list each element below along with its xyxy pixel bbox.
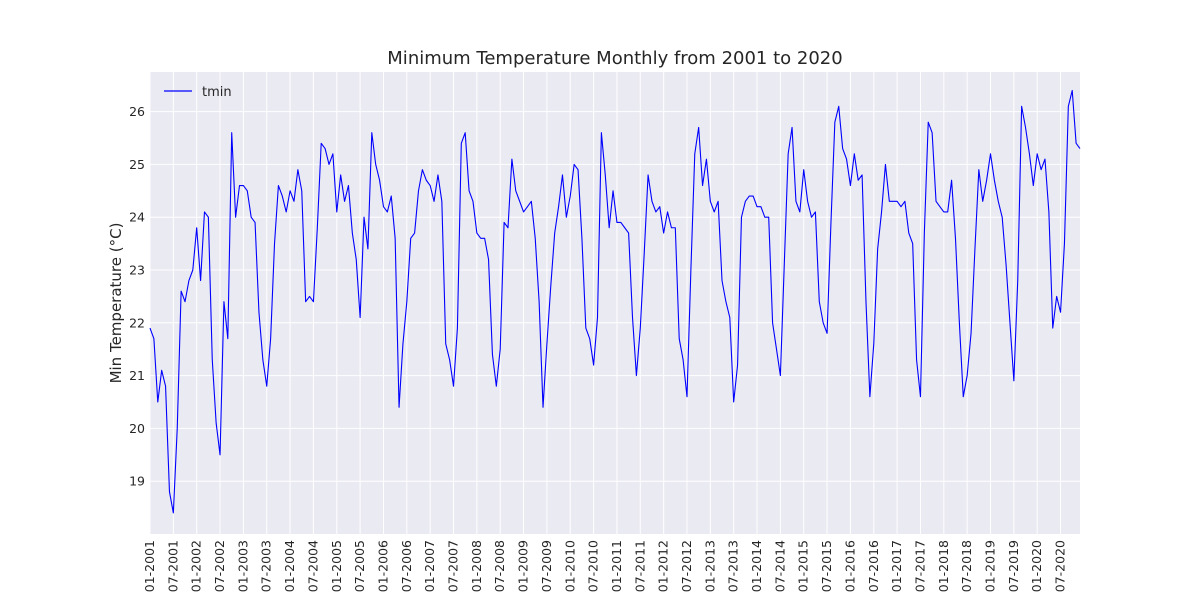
y-tick-labels: 19 20 21 22 23 24 25 26	[129, 104, 145, 489]
y-axis-label: Min Temperature (°C)	[107, 223, 125, 384]
x-tick-label: 01-2006	[375, 540, 390, 592]
x-tick-label: 07-2010	[586, 540, 601, 592]
x-tick-label: 07-2005	[352, 540, 367, 592]
series-layer	[149, 89, 1081, 514]
x-tick-label: 01-2017	[889, 540, 904, 592]
x-tick-label: 01-2011	[609, 540, 624, 592]
y-tick-label: 20	[129, 421, 145, 436]
x-tick-label: 07-2006	[399, 540, 414, 592]
y-gridlines	[150, 111, 1080, 482]
x-tick-label: 01-2007	[422, 540, 437, 592]
x-tick-label: 01-2001	[142, 540, 157, 592]
x-tick-label: 07-2007	[446, 540, 461, 592]
x-tick-label: 07-2020	[1053, 540, 1068, 592]
x-tick-label: 01-2019	[983, 540, 998, 592]
y-tick-label: 25	[129, 157, 145, 172]
x-tick-label: 07-2017	[912, 540, 927, 592]
x-tick-label: 07-2018	[959, 540, 974, 592]
plot-area	[150, 72, 1080, 534]
x-tick-label: 07-2012	[679, 540, 694, 592]
x-tick-label: 07-2002	[212, 540, 227, 592]
x-tick-label: 07-2014	[772, 540, 787, 592]
x-tick-label: 01-2003	[235, 540, 250, 592]
x-tick-label: 01-2009	[516, 540, 531, 592]
x-tick-label: 01-2012	[656, 540, 671, 592]
y-tick-label: 19	[129, 474, 145, 489]
y-tick-label: 22	[129, 315, 145, 330]
x-tick-label: 01-2016	[842, 540, 857, 592]
x-tick-label: 01-2010	[562, 540, 577, 592]
series-line-tmin	[149, 89, 1081, 514]
x-tick-label: 01-2013	[702, 540, 717, 592]
y-tick-label: 23	[129, 263, 145, 278]
x-tick-label: 07-2015	[819, 540, 834, 592]
x-tick-label: 07-2009	[539, 540, 554, 592]
x-tick-label: 01-2020	[1029, 540, 1044, 592]
x-tick-label: 07-2001	[165, 540, 180, 592]
x-tick-label: 07-2019	[1006, 540, 1021, 592]
y-tick-label: 24	[129, 210, 145, 225]
legend-label-tmin: tmin	[202, 85, 232, 100]
x-tick-label: 01-2014	[749, 540, 764, 592]
x-tick-label: 07-2004	[305, 540, 320, 592]
x-tick-label: 01-2015	[796, 540, 811, 592]
y-tick-label: 21	[129, 368, 145, 383]
x-tick-label: 07-2008	[492, 540, 507, 592]
x-tick-label: 07-2013	[726, 540, 741, 592]
x-tick-label: 07-2016	[866, 540, 881, 592]
x-tick-labels: 01-2001 07-2001 01-2002 07-2002 01-2003 07-20…	[142, 540, 1068, 592]
y-tick-label: 26	[129, 104, 145, 119]
x-tick-label: 01-2018	[936, 540, 951, 592]
chart-title: Minimum Temperature Monthly from 2001 to…	[387, 48, 842, 69]
x-tick-label: 07-2003	[259, 540, 274, 592]
x-tick-label: 07-2011	[632, 540, 647, 592]
x-tick-label: 01-2005	[329, 540, 344, 592]
x-tick-label: 01-2008	[469, 540, 484, 592]
x-tick-label: 01-2002	[189, 540, 204, 592]
x-tick-label: 01-2004	[282, 540, 297, 592]
legend: tmin	[164, 85, 232, 100]
